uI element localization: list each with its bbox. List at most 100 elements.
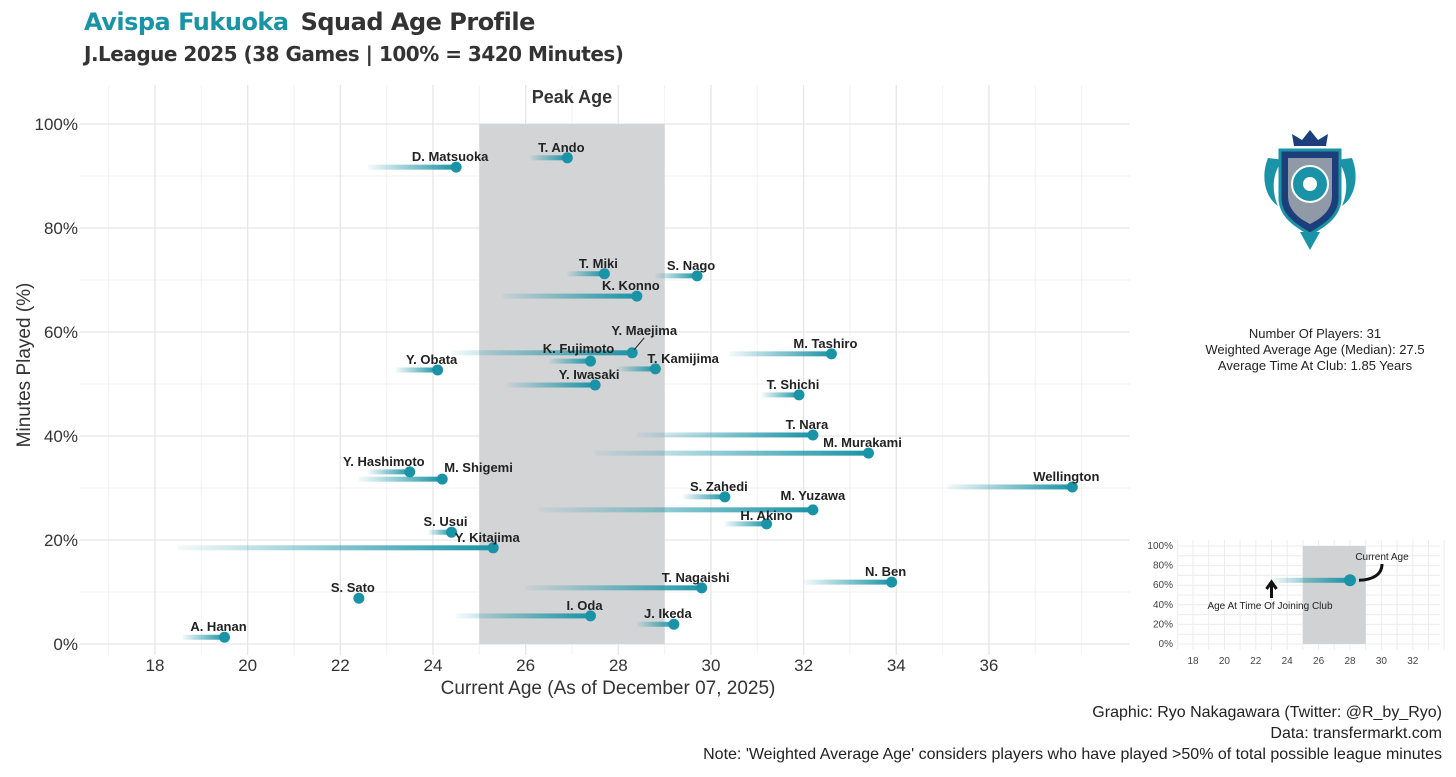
footer-note: Note: 'Weighted Average Age' considers p…	[703, 746, 1442, 763]
player-label: M. Shigemi	[444, 460, 513, 475]
tenure-line	[368, 469, 410, 475]
tenure-line	[636, 432, 813, 438]
footer-data-source: Data: transfermarkt.com	[1270, 725, 1442, 742]
player-dot	[807, 504, 819, 516]
player-label: S. Sato	[331, 580, 375, 595]
tenure-line	[724, 521, 767, 527]
tenure-line	[947, 484, 1073, 490]
x-tick-label: 22	[331, 656, 350, 675]
y-tick-label: 0%	[53, 635, 78, 654]
tenure-line	[729, 351, 832, 357]
y-tick-label: 60%	[44, 323, 78, 342]
player-label: A. Hanan	[190, 619, 246, 634]
inset-x-tick: 28	[1344, 656, 1356, 667]
inset-y-tick: 40%	[1153, 600, 1173, 611]
squad-stats: Number Of Players: 31 Weighted Average A…	[1170, 326, 1456, 374]
x-tick-label: 20	[238, 656, 257, 675]
player-dot	[353, 592, 365, 604]
tenure-line	[567, 271, 605, 277]
player-label: Y. Kitajima	[455, 530, 521, 545]
player-dot	[626, 347, 638, 359]
player-label: T. Shichi	[767, 377, 820, 392]
inset-y-tick: 60%	[1153, 580, 1173, 591]
tenure-line	[683, 494, 725, 500]
player-dot	[691, 270, 703, 282]
player-label: K. Fujimoto	[543, 341, 615, 356]
player-label: T. Nara	[786, 417, 829, 432]
y-tick-label: 80%	[44, 219, 78, 238]
inset-x-tick: 30	[1376, 656, 1388, 667]
inset-current-age-label: Current Age	[1355, 552, 1409, 563]
player-label: Wellington	[1033, 469, 1099, 484]
inset-x-tick: 24	[1282, 656, 1294, 667]
player-dot	[649, 363, 661, 375]
player-label: K. Konno	[602, 278, 660, 293]
inset-x-tick: 22	[1250, 656, 1262, 667]
player-label: S. Zahedi	[690, 479, 748, 494]
player-dot	[886, 576, 898, 588]
chart-title: Avispa Fukuoka Squad Age Profile	[84, 8, 535, 36]
inset-x-tick: 20	[1219, 656, 1231, 667]
player-dot	[631, 290, 643, 302]
x-tick-label: 32	[794, 656, 813, 675]
player-label: M. Yuzawa	[780, 488, 846, 503]
player-dot	[668, 618, 680, 630]
player-dot	[561, 152, 573, 164]
tenure-line	[636, 621, 674, 627]
x-axis-title: Current Age (As of December 07, 2025)	[441, 678, 776, 699]
player-dot	[793, 389, 805, 401]
player-dot	[450, 161, 462, 173]
arrow-icon	[1358, 563, 1384, 582]
player-label: T. Nagaishi	[662, 570, 730, 585]
player-dot	[1066, 481, 1078, 493]
player-label: H. Akino	[740, 508, 792, 523]
player-label: T. Kamijima	[647, 351, 719, 366]
player-label: M. Murakami	[823, 435, 902, 450]
tenure-line	[803, 579, 892, 585]
inset-tenure-line	[1271, 577, 1350, 583]
player-dot	[696, 582, 708, 594]
y-tick-label: 20%	[44, 531, 78, 550]
player-dot	[446, 526, 458, 538]
player-label: Y. Iwasaki	[559, 367, 620, 382]
stat-time-at-club: Average Time At Club: 1.85 Years	[1217, 358, 1413, 373]
y-tick-label: 100%	[35, 115, 78, 134]
player-label: N. Ben	[865, 564, 906, 579]
player-dot	[585, 610, 597, 622]
player-dot	[404, 466, 416, 478]
player-dot	[598, 268, 610, 280]
player-dot	[862, 447, 874, 459]
player-label: M. Tashiro	[793, 336, 857, 351]
club-name: Avispa Fukuoka	[84, 8, 289, 36]
player-label: T. Miki	[579, 256, 618, 271]
inset-dot	[1344, 574, 1356, 587]
inset-y-tick: 20%	[1153, 619, 1173, 630]
inset-peak-band	[1302, 546, 1366, 644]
tenure-line	[530, 155, 568, 161]
peak-age-label: Peak Age	[532, 87, 612, 107]
player-dot	[585, 355, 597, 367]
tenure-line	[502, 293, 637, 299]
player-dot	[825, 348, 837, 360]
footer: Graphic: Ryo Nakagawara (Twitter: @R_by_…	[703, 702, 1442, 765]
y-tick-label: 40%	[44, 427, 78, 446]
player-dot	[432, 364, 444, 376]
tenure-line	[451, 350, 633, 356]
player-label: Y. Maejima	[611, 323, 678, 338]
tenure-line	[178, 545, 494, 551]
inset-y-tick: 80%	[1153, 561, 1173, 572]
player-dot	[719, 491, 731, 503]
inset-y-tick: 0%	[1159, 639, 1174, 650]
tenure-line	[655, 273, 698, 279]
stat-weighted-age: Weighted Average Age (Median): 27.5	[1205, 342, 1425, 357]
inset-y-tick: 100%	[1147, 541, 1173, 552]
player-dot	[761, 518, 773, 530]
player-dot	[807, 429, 819, 441]
x-tick-label: 34	[887, 656, 906, 675]
tenure-line	[548, 358, 591, 364]
player-dot	[436, 473, 448, 485]
player-label: S. Usui	[423, 514, 467, 529]
tenure-line	[428, 529, 452, 535]
x-tick-label: 28	[609, 656, 628, 675]
